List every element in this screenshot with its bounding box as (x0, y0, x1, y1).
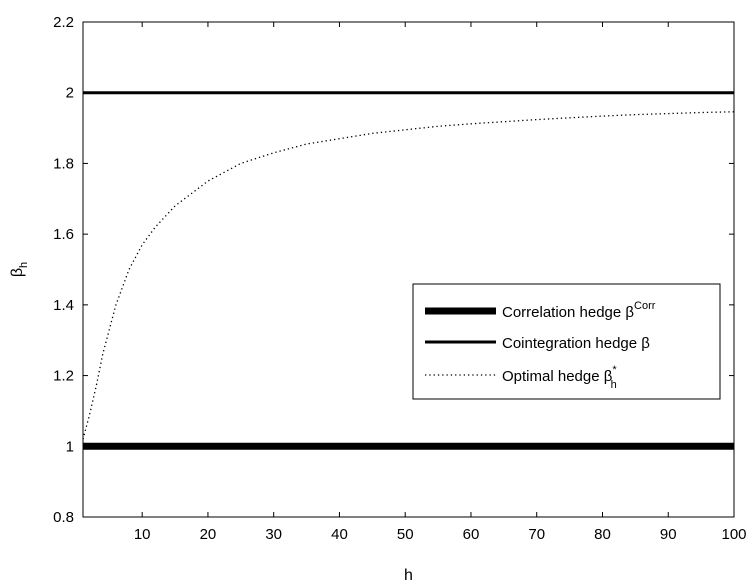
series-line-2 (82, 111, 735, 440)
x-axis-label: h (404, 567, 413, 584)
legend-entry-label: Correlation hedge β (502, 304, 634, 321)
y-tick-label: 1.6 (53, 226, 74, 243)
y-tick-label: 1.8 (53, 155, 74, 172)
legend-entry-label: Cointegration hedge β (502, 335, 650, 352)
x-tick-label: 90 (660, 526, 677, 543)
y-axis-label-base: β (9, 268, 26, 277)
legend-entry-sup: * (612, 364, 617, 376)
legend-entry-1: Cointegration hedge β (502, 335, 650, 352)
y-tick-label: 0.8 (53, 509, 74, 526)
plot-frame (82, 21, 735, 518)
x-tick-label: 40 (331, 526, 348, 543)
y-axis-label-sub: h (18, 262, 30, 268)
x-tick-label: 80 (594, 526, 611, 543)
y-tick-label: 1 (66, 438, 74, 455)
series-layer (82, 91, 735, 450)
legend-entry-sup: Corr (634, 300, 656, 312)
legend-entry-sub: h (611, 379, 617, 391)
x-tick-label: 100 (721, 526, 746, 543)
y-tick-label: 2.2 (53, 14, 74, 31)
x-tick-label: 20 (200, 526, 217, 543)
legend-entry-label: Optimal hedge β (502, 368, 613, 385)
y-tick-label: 1.4 (53, 297, 74, 314)
x-tick-label: 60 (463, 526, 480, 543)
x-tick-label: 70 (528, 526, 545, 543)
x-tick-label: 50 (397, 526, 414, 543)
legend-entry-0: Correlation hedge βCorr (502, 300, 656, 321)
x-tick-label: 10 (134, 526, 151, 543)
y-axis-label: βh (9, 262, 30, 277)
ticks-layer: 10 20 30 40 50 60 70 80 90 100 0.8 1 1.2 1.4 1.6 1.8 2 2.… (53, 14, 746, 543)
y-tick-label: 2 (66, 85, 74, 102)
x-tick-label: 30 (265, 526, 282, 543)
y-tick-label: 1.2 (53, 368, 74, 385)
legend: Correlation hedge βCorr Cointegration hed… (412, 283, 721, 400)
legend-entry-2: Optimal hedge β* h (502, 364, 617, 391)
